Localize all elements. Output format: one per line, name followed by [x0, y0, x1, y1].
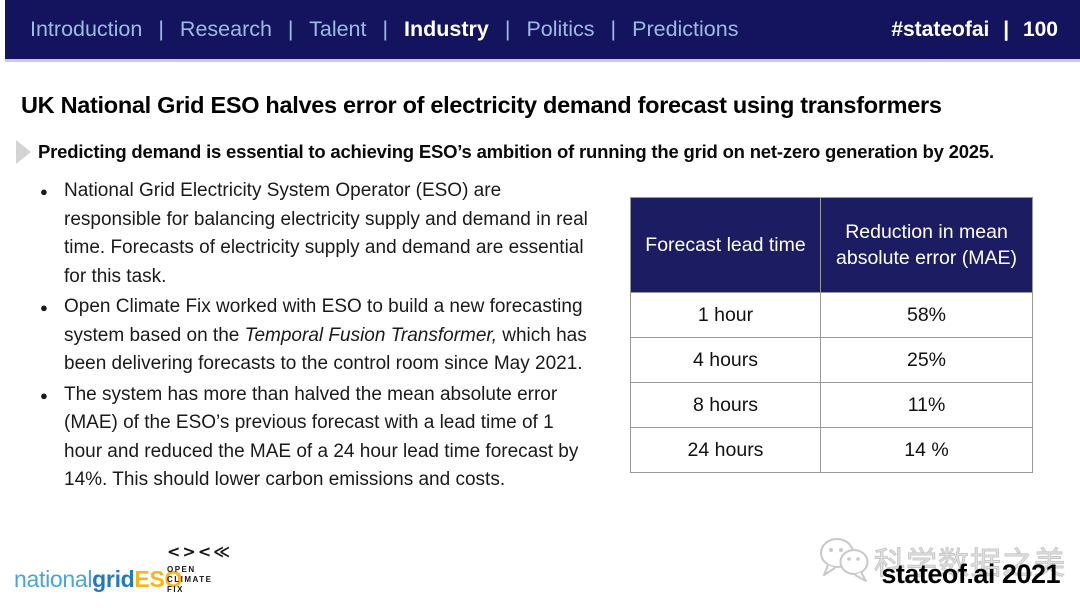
open-climate-fix-logo: <><≪ OPEN CLIMATE FIX — [167, 542, 232, 595]
nav-introduction[interactable]: Introduction — [30, 17, 143, 41]
table-cell: 14 % — [820, 427, 1033, 473]
arrow-right-icon — [16, 140, 31, 164]
wechat-icon — [820, 538, 869, 582]
nav-industry[interactable]: Industry — [404, 17, 489, 41]
nav-predictions[interactable]: Predictions — [632, 17, 739, 41]
logo-line-fix: FIX — [167, 585, 184, 594]
watermark-text: 科学数据之美 — [874, 545, 1066, 582]
table-cell: 8 hours — [630, 382, 821, 428]
nav-talent[interactable]: Talent — [309, 17, 367, 41]
table-header-lead-time: Forecast lead time — [630, 197, 821, 293]
nav-research[interactable]: Research — [179, 17, 272, 41]
nav-separator: | — [158, 17, 164, 41]
table-cell: 25% — [820, 337, 1033, 383]
bullet-item: Open Climate Fix worked with ESO to buil… — [40, 293, 596, 379]
report-badge: #stateofai | 100 — [891, 18, 1058, 42]
bullet-item: National Grid Electricity System Operato… — [40, 177, 596, 291]
nav-separator: | — [504, 17, 511, 41]
subtitle-row: Predicting demand is essential to achiev… — [16, 140, 994, 164]
nav-separator: | — [382, 17, 389, 41]
mae-reduction-table: Forecast lead time Reduction in mean abs… — [630, 197, 1033, 473]
stateofai-branding: stateof.ai 2021 — [881, 559, 1060, 589]
top-nav-bar: Introduction | Research | Talent | Indus… — [5, 0, 1080, 62]
bullet-text: The system has more than halved the mean… — [64, 383, 579, 491]
watermark: 科学数据之美 — [816, 531, 1066, 589]
section-nav: Introduction | Research | Talent | Indus… — [30, 17, 738, 42]
slide-title: UK National Grid ESO halves error of ele… — [21, 92, 942, 118]
table-cell: 11% — [820, 382, 1033, 428]
page-number: 100 — [1022, 17, 1058, 41]
hashtag-label: #stateofai — [891, 17, 990, 41]
logo-line-open: OPEN — [167, 565, 196, 574]
logo-text-national: national — [14, 566, 93, 592]
nav-separator: | — [287, 17, 294, 41]
table-header-row: Forecast lead time Reduction in mean abs… — [630, 197, 1033, 293]
table-row: 4 hours 25% — [630, 337, 1033, 383]
table-row: 1 hour 58% — [630, 292, 1033, 338]
national-grid-eso-logo: nationalgridESO — [14, 566, 182, 593]
table-cell: 24 hours — [630, 427, 821, 473]
table-row: 24 hours 14 % — [630, 427, 1033, 473]
nav-politics[interactable]: Politics — [526, 17, 595, 41]
nav-separator: | — [610, 17, 617, 41]
logo-text-grid: grid — [92, 566, 135, 592]
logo-line-climate: CLIMATE — [167, 575, 213, 584]
slide-subtitle: Predicting demand is essential to achiev… — [38, 141, 994, 162]
table-row: 8 hours 11% — [630, 382, 1033, 428]
bullet-item: The system has more than halved the mean… — [40, 381, 596, 495]
bullet-text: which has been delivering forecasts to t… — [64, 324, 587, 375]
bullet-list: National Grid Electricity System Operato… — [40, 177, 596, 497]
table-cell: 58% — [820, 292, 1033, 338]
table-cell: 4 hours — [630, 337, 821, 383]
table-cell: 1 hour — [630, 292, 821, 338]
bullet-text-italic: Temporal Fusion Transformer, — [244, 324, 497, 346]
chevrons-icon: <><≪ — [167, 542, 232, 561]
bullet-text: National Grid Electricity System Operato… — [64, 180, 588, 287]
badge-separator: | — [1003, 17, 1010, 41]
table-header-mae-reduction: Reduction in mean absolute error (MAE) — [820, 197, 1033, 293]
bullet-text: Open Climate Fix worked with ESO to buil… — [64, 296, 583, 346]
logo-text-eso: ESO — [134, 566, 183, 592]
